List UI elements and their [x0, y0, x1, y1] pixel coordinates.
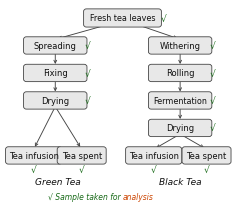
Text: Tea spent: Tea spent	[186, 151, 227, 160]
Text: Tea infusion: Tea infusion	[129, 151, 179, 160]
FancyBboxPatch shape	[182, 147, 231, 164]
Text: Fermentation: Fermentation	[153, 96, 207, 105]
Text: √: √	[210, 42, 215, 51]
Text: Green Tea: Green Tea	[35, 177, 81, 186]
Text: analysis: analysis	[122, 192, 153, 201]
Text: √: √	[210, 96, 215, 105]
FancyBboxPatch shape	[126, 147, 182, 164]
Text: √: √	[210, 124, 215, 133]
Text: Fixing: Fixing	[43, 69, 68, 78]
Text: Tea spent: Tea spent	[61, 151, 102, 160]
Text: Drying: Drying	[41, 96, 69, 105]
Text: √: √	[79, 165, 85, 174]
FancyBboxPatch shape	[57, 147, 106, 164]
Text: Withering: Withering	[160, 42, 201, 51]
FancyBboxPatch shape	[84, 10, 161, 28]
FancyBboxPatch shape	[148, 120, 212, 137]
Text: √: √	[85, 42, 91, 51]
Text: Drying: Drying	[166, 124, 194, 133]
Text: √ Sample taken for: √ Sample taken for	[48, 192, 122, 201]
Text: √: √	[85, 96, 91, 105]
FancyBboxPatch shape	[148, 92, 212, 110]
Text: Rolling: Rolling	[166, 69, 194, 78]
FancyBboxPatch shape	[148, 38, 212, 55]
FancyBboxPatch shape	[24, 92, 87, 110]
Text: Spreading: Spreading	[34, 42, 77, 51]
FancyBboxPatch shape	[24, 38, 87, 55]
FancyBboxPatch shape	[24, 65, 87, 82]
Text: √: √	[31, 165, 37, 174]
Text: √: √	[210, 69, 215, 78]
Text: √: √	[85, 69, 91, 78]
Text: √: √	[204, 165, 209, 174]
Text: Fresh tea leaves: Fresh tea leaves	[90, 14, 155, 23]
Text: √: √	[160, 14, 166, 23]
Text: √: √	[151, 165, 157, 174]
Text: Tea infusion: Tea infusion	[9, 151, 59, 160]
FancyBboxPatch shape	[148, 65, 212, 82]
Text: Black Tea: Black Tea	[159, 177, 201, 186]
FancyBboxPatch shape	[6, 147, 62, 164]
